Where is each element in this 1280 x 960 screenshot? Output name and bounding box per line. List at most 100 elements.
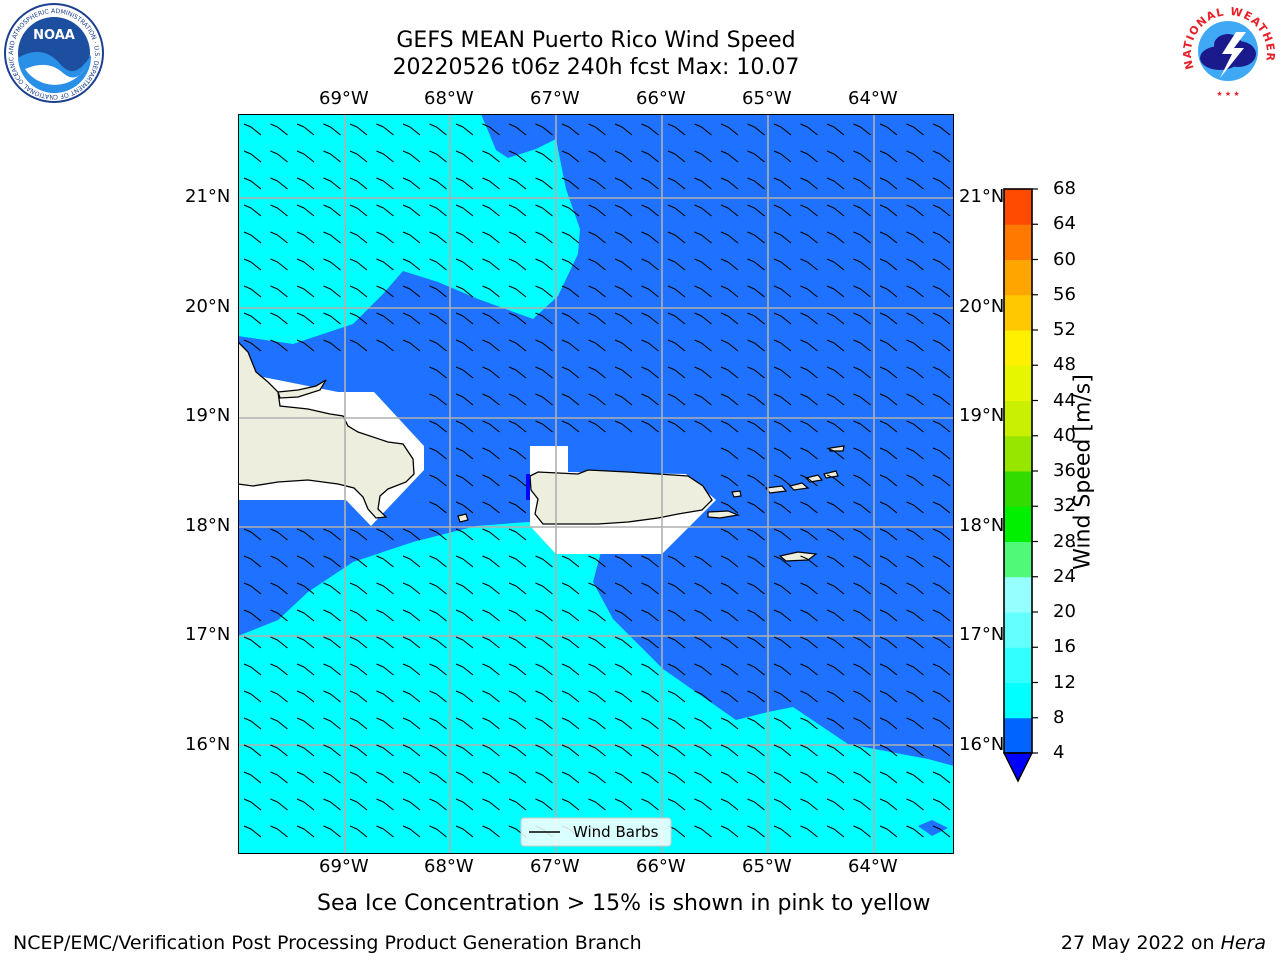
wind-barb [561, 582, 580, 595]
wind-barb [482, 744, 500, 757]
wind-barb [826, 690, 845, 703]
colorbar-tick-label: 20 [1053, 601, 1076, 622]
wind-barb [455, 798, 474, 811]
wind-barb [296, 555, 315, 568]
wind-barb [773, 528, 792, 541]
colorbar-band [1004, 330, 1032, 366]
wind-barb [535, 582, 553, 595]
wind-barb [323, 717, 341, 730]
lon-tick-bottom-68w: 68°W [424, 856, 474, 877]
wind-barb [853, 663, 871, 676]
wind-barb [296, 339, 315, 352]
wind-barb [853, 258, 871, 271]
wind-barb [773, 366, 792, 379]
wind-barb [455, 501, 474, 514]
wind-barb [614, 339, 633, 352]
wind-barb [826, 447, 845, 460]
wind-barb [323, 798, 341, 811]
wind-barb [773, 771, 792, 784]
wind-barb [906, 366, 924, 379]
wind-barb [243, 582, 262, 595]
wind-barb [376, 528, 394, 541]
wind-barb [906, 744, 924, 757]
colorbar-tick-label: 28 [1053, 530, 1076, 552]
wind-barb [243, 150, 262, 163]
wind-barb [853, 609, 871, 622]
wind-barb [402, 258, 421, 271]
wind-barb [296, 312, 315, 325]
wind-barb [482, 798, 500, 811]
wind-barb [747, 825, 765, 838]
wind-barb [906, 393, 924, 406]
wind-barb [667, 285, 686, 298]
wind-barb [667, 177, 686, 190]
wind-barb [243, 636, 262, 649]
wind-barb [349, 339, 368, 352]
lat-tick-right-19n: 19°N [959, 405, 1005, 426]
wind-barb [349, 582, 368, 595]
lon-tick-top-68w: 68°W [424, 88, 474, 109]
island-vieques [707, 510, 741, 519]
wind-barb [800, 609, 818, 622]
wind-speed-map: Wind Barbs [238, 114, 954, 854]
wind-barb [535, 177, 553, 190]
wind-barb [641, 690, 659, 703]
wind-barb [296, 744, 315, 757]
wind-barb [535, 312, 553, 325]
wind-barb [614, 123, 633, 136]
wind-barb [694, 609, 712, 622]
wind-barb [826, 177, 845, 190]
wind-barb [932, 528, 951, 541]
wind-barb [694, 393, 712, 406]
colorbar-tick-label: 48 [1053, 354, 1076, 376]
wind-barb [455, 177, 474, 190]
lat-tick-left-17n: 17°N [185, 624, 231, 645]
wind-barb [455, 258, 474, 271]
wind-barb [243, 528, 262, 541]
wind-barb [800, 231, 818, 244]
wind-barb [667, 555, 686, 568]
wind-barb [588, 366, 606, 379]
wind-barb [614, 582, 633, 595]
wind-barb [641, 123, 659, 136]
wind-barb [773, 474, 792, 487]
wind-barb [800, 663, 818, 676]
wind-barb [641, 312, 659, 325]
wind-barb [429, 609, 447, 622]
wind-barb [588, 582, 606, 595]
colorbar-tick-label: 32 [1053, 495, 1076, 517]
wind-barb [694, 339, 712, 352]
wind-barb [720, 501, 739, 514]
wind-barb [588, 177, 606, 190]
wind-barb [588, 204, 606, 217]
lat-tick-left-19n: 19°N [185, 405, 231, 426]
wind-barb [932, 717, 951, 730]
wind-barb [508, 474, 527, 487]
wind-barb [614, 285, 633, 298]
wind-barb [773, 312, 792, 325]
wind-barb [402, 555, 421, 568]
wind-barb [614, 798, 633, 811]
wind-barb [773, 177, 792, 190]
wind-barb [270, 771, 288, 784]
wind-barb [535, 609, 553, 622]
wind-barb [747, 501, 765, 514]
wind-barb [879, 582, 898, 595]
lon-tick-bottom-67w: 67°W [530, 856, 580, 877]
wind-barb [614, 636, 633, 649]
wind-barb [455, 582, 474, 595]
wind-barb [800, 555, 818, 568]
wind-barb [800, 501, 818, 514]
wind-barb [614, 420, 633, 433]
wind-barb [482, 555, 500, 568]
colorbar-tick-label: 56 [1053, 283, 1076, 305]
wind-barb [747, 366, 765, 379]
wind-barb [879, 177, 898, 190]
lat-tick-right-21n: 21°N [959, 186, 1005, 207]
wind-barb [641, 636, 659, 649]
wind-barb [773, 501, 792, 514]
wind-barb [455, 825, 474, 838]
wind-barb [906, 663, 924, 676]
wind-barb [720, 339, 739, 352]
wind-speed-colorbar [1002, 188, 1038, 783]
